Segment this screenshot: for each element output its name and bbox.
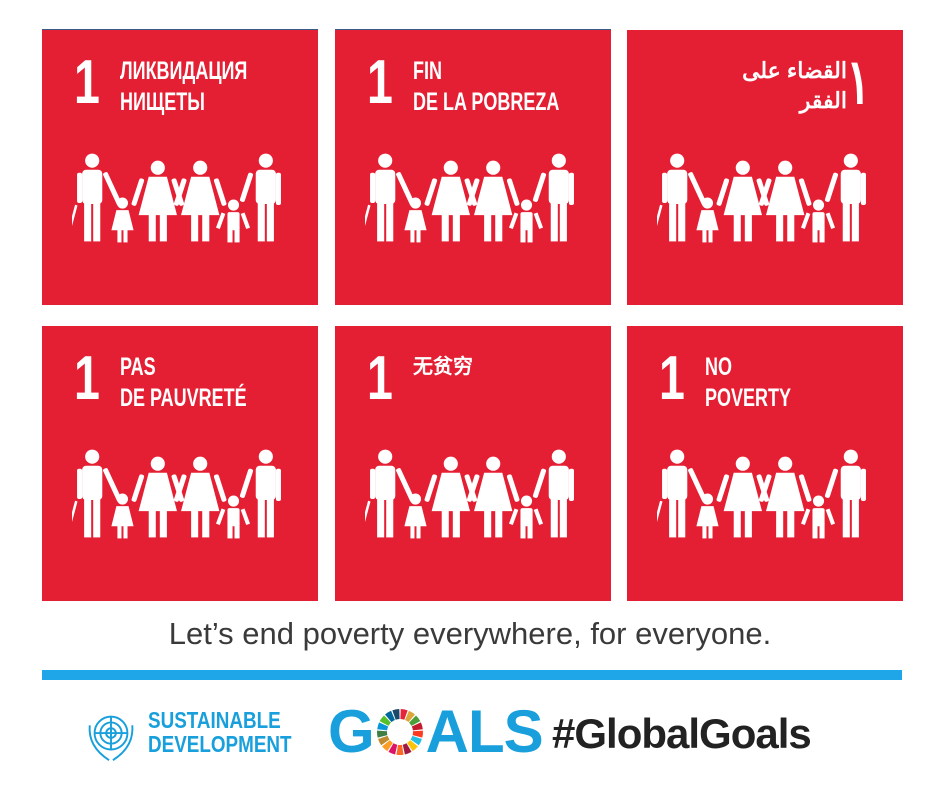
goal-number: 1 (74, 48, 100, 117)
sdg-tile-chinese: 1 无贫穷 (335, 326, 611, 601)
wheel-segment (377, 735, 390, 746)
hashtag: #GlobalGoals (552, 710, 812, 757)
wheel-segment (408, 715, 420, 726)
caption: Let’s end poverty everywhere, for everyo… (168, 616, 772, 651)
goal-title: القضاء على الفقر (742, 58, 847, 113)
wheel-segment (384, 710, 395, 723)
wheel-segment (392, 709, 400, 720)
wheel-segment (410, 735, 422, 746)
sdg-tile-english: 1 NO POVERTY (627, 326, 903, 601)
family-icon (657, 449, 866, 539)
sdg-tile-spanish: 1 FIN DE LA POBREZA (335, 30, 611, 305)
wheel-segment (406, 740, 418, 752)
goal-title: NO POVERTY (705, 353, 792, 412)
goal-title: FIN DE LA POBREZA (413, 57, 560, 116)
goals-suffix: ALS (425, 698, 544, 765)
goal-number: 1 (367, 344, 393, 413)
wheel-segment (379, 715, 391, 726)
goals-prefix: G (328, 698, 375, 765)
wheel-segment (376, 730, 388, 738)
goals-wordmark: G ALS (328, 698, 544, 765)
family-icon (657, 153, 866, 243)
wheel-segment (388, 743, 397, 755)
wheel-segment (404, 710, 415, 723)
divider-bar (42, 670, 902, 680)
goal-number: 1 (367, 48, 393, 117)
goal-number: ١ (845, 48, 871, 117)
sdg-color-wheel-icon (376, 709, 423, 755)
sdg-tile-arabic: ١ القضاء على الفقر (627, 30, 903, 305)
sdg-tile-russian: 1 ЛИКВИДАЦИЯ НИЩЕТЫ (42, 30, 318, 305)
goal-number: 1 (74, 344, 100, 413)
wheel-segment (411, 722, 423, 731)
sdg-line-1: SUSTAINABLE (148, 707, 281, 733)
family-icon (365, 449, 574, 539)
un-emblem-icon (88, 715, 134, 761)
goal-title: PAS DE PAUVRETÉ (120, 353, 247, 412)
wheel-segment (400, 709, 408, 720)
goal-title: ЛИКВИДАЦИЯ НИЩЕТЫ (120, 57, 248, 116)
family-icon (72, 153, 281, 243)
goal-number: 1 (659, 344, 685, 413)
family-icon (365, 153, 574, 243)
sdg-wordmark: SUSTAINABLE DEVELOPMENT (148, 708, 292, 756)
wheel-segment (381, 740, 393, 752)
sdg-line-2: DEVELOPMENT (148, 731, 292, 757)
wheel-segment (396, 744, 404, 755)
goal-title: 无贫穷 (413, 356, 473, 378)
wheel-segment (412, 730, 423, 738)
family-icon (72, 449, 281, 539)
wheel-segment (376, 722, 388, 731)
sdg-tile-french: 1 PAS DE PAUVRETÉ (42, 326, 318, 601)
wheel-segment (402, 743, 412, 755)
